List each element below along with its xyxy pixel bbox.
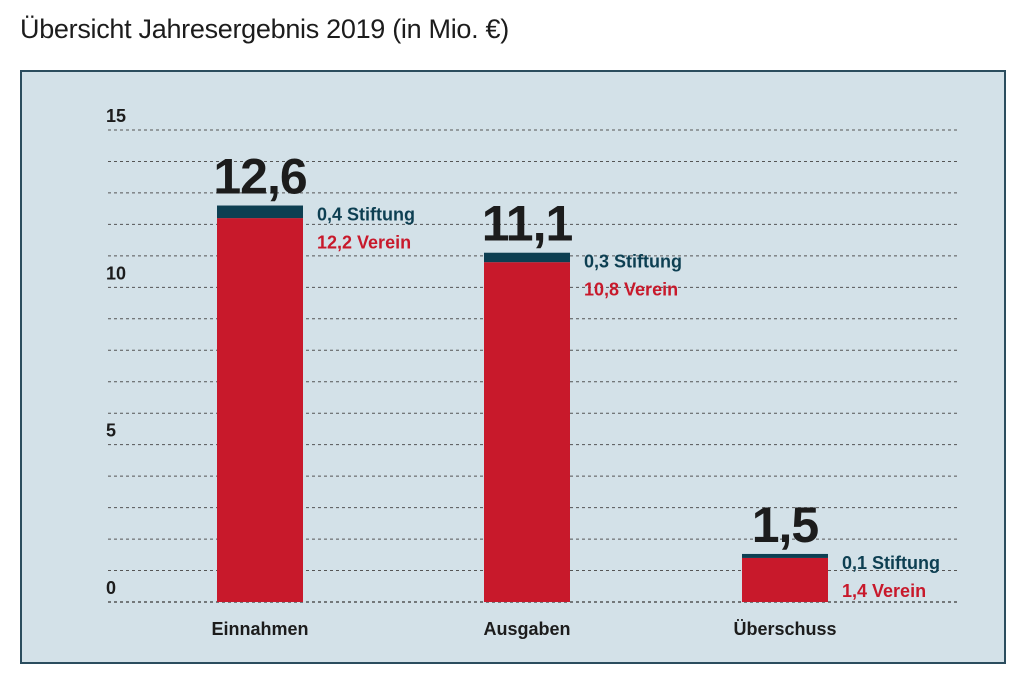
category-label: Überschuss	[733, 619, 836, 639]
y-tick-label: 5	[106, 421, 116, 441]
stiftung-value-label: 0,1 Stiftung	[842, 553, 940, 573]
category-label: Ausgaben	[483, 619, 570, 639]
verein-value-label: 12,2 Verein	[317, 233, 411, 253]
y-tick-label: 15	[106, 106, 126, 126]
bar-chart: 0 5 10 15 12,6 0,4 Stiftung 12,2 Verein Einnahm…	[106, 106, 958, 639]
bar-segment-verein	[217, 218, 303, 602]
bar-segment-verein	[742, 557, 828, 602]
bar-segment-verein	[484, 262, 570, 602]
chart-title: Übersicht Jahresergebnis 2019 (in Mio. €…	[20, 14, 509, 44]
total-value-label: 11,1	[482, 196, 573, 252]
stiftung-value-label: 0,3 Stiftung	[584, 252, 682, 272]
category-label: Einnahmen	[211, 619, 308, 639]
bar-segment-stiftung	[217, 205, 303, 219]
bar-segment-stiftung	[742, 553, 828, 558]
total-value-label: 1,5	[752, 497, 819, 553]
stiftung-value-label: 0,4 Stiftung	[317, 205, 415, 225]
y-tick-label: 10	[106, 263, 126, 283]
bar-segment-stiftung	[484, 252, 570, 263]
verein-value-label: 1,4 Verein	[842, 581, 926, 601]
verein-value-label: 10,8 Verein	[584, 280, 678, 300]
chart-panel: 0 5 10 15 12,6 0,4 Stiftung 12,2 Verein Einnahm…	[20, 70, 1006, 664]
y-tick-label: 0	[106, 578, 116, 598]
total-value-label: 12,6	[213, 149, 306, 205]
